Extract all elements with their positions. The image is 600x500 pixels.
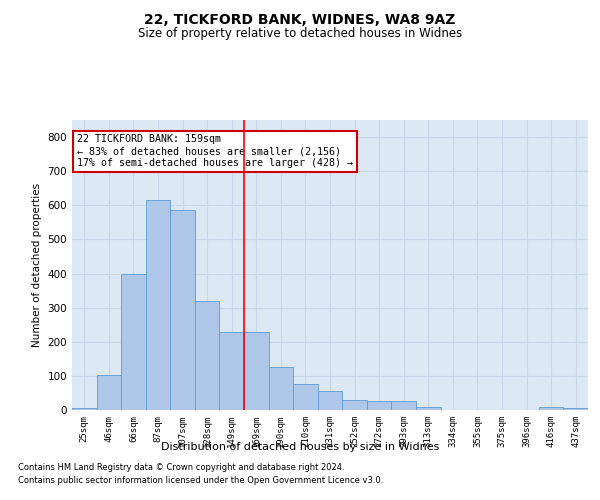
Bar (416, 406, 440, 410)
Bar (563, 408, 588, 410)
Bar (318, 391, 342, 410)
Bar (539, 406, 563, 410)
Bar (220, 332, 244, 410)
Bar (244, 332, 269, 410)
Text: 22 TICKFORD BANK: 159sqm
← 83% of detached houses are smaller (2,156)
17% of sem: 22 TICKFORD BANK: 159sqm ← 83% of detach… (77, 134, 353, 168)
Bar (269, 368, 293, 410)
Bar (72, 408, 97, 410)
Bar (146, 200, 170, 410)
Text: Contains HM Land Registry data © Crown copyright and database right 2024.: Contains HM Land Registry data © Crown c… (18, 464, 344, 472)
Bar (195, 301, 220, 410)
Bar (170, 210, 195, 410)
Text: Size of property relative to detached houses in Widnes: Size of property relative to detached ho… (138, 28, 462, 40)
Text: Contains public sector information licensed under the Open Government Licence v3: Contains public sector information licen… (18, 476, 383, 485)
Text: Distribution of detached houses by size in Widnes: Distribution of detached houses by size … (161, 442, 439, 452)
Bar (342, 400, 367, 410)
Bar (121, 274, 146, 410)
Bar (367, 402, 391, 410)
Bar (97, 375, 121, 410)
Y-axis label: Number of detached properties: Number of detached properties (32, 183, 42, 347)
Bar (293, 384, 318, 410)
Bar (391, 402, 416, 410)
Text: 22, TICKFORD BANK, WIDNES, WA8 9AZ: 22, TICKFORD BANK, WIDNES, WA8 9AZ (145, 12, 455, 26)
